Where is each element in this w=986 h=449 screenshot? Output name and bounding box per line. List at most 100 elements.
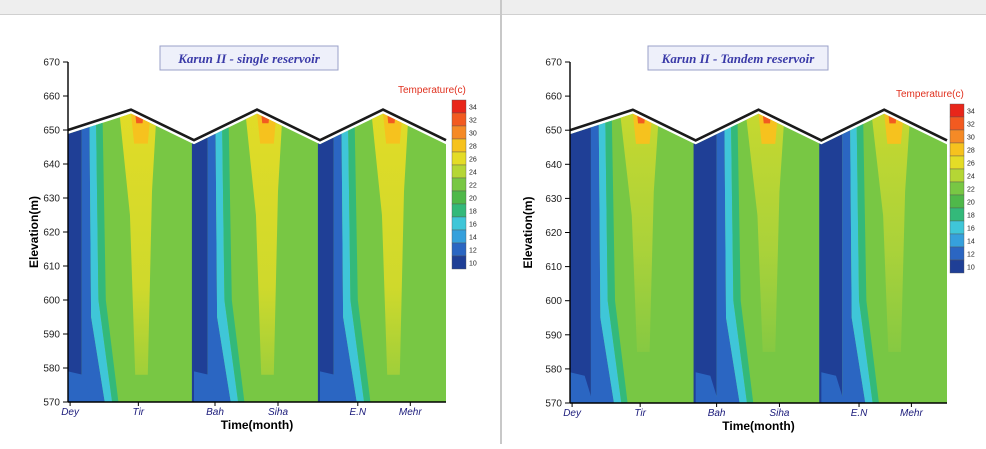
colorbar-label: 26 — [967, 161, 975, 168]
transition-band — [849, 113, 873, 403]
colorbar-swatch — [451, 125, 467, 140]
x-tick-label: E.N — [349, 407, 366, 418]
y-tick-label: 570 — [43, 398, 60, 409]
y-tick-label: 600 — [43, 296, 60, 307]
bottom-cold — [695, 372, 719, 403]
water-surface-line — [569, 108, 948, 142]
temperature-field — [570, 113, 947, 403]
y-tick-label: 660 — [43, 92, 60, 103]
surface-warm — [628, 113, 656, 144]
bottom-cold — [320, 371, 344, 402]
warm-plume — [618, 113, 661, 352]
cool-band — [716, 113, 740, 403]
colorbar-label: 22 — [967, 187, 975, 194]
y-tick-label: 640 — [545, 160, 562, 171]
surface-warm — [378, 113, 407, 144]
colorbar-label: 24 — [967, 174, 975, 181]
x-tick-label: Dey — [563, 408, 582, 419]
transition-band — [730, 113, 754, 403]
y-tick-label: 670 — [43, 58, 60, 69]
colorbar-swatch — [949, 259, 965, 274]
colorbar-label: 20 — [967, 200, 975, 207]
transition-band — [95, 113, 119, 402]
colorbar-label: 32 — [469, 118, 477, 125]
x-tick-label: Bah — [708, 408, 726, 419]
colorbar-swatch — [451, 216, 467, 231]
colorbar-swatch — [451, 203, 467, 218]
surface-warm — [126, 113, 155, 144]
transition-band — [855, 113, 879, 403]
bottom-cold — [68, 371, 92, 402]
x-tick-label: Mehr — [399, 407, 422, 418]
colorbar-swatch — [451, 151, 467, 166]
transition-band — [341, 113, 365, 402]
x-tick-label: Tir — [634, 408, 646, 419]
window-title-bar[interactable] — [502, 0, 986, 15]
bottom-cold — [570, 372, 594, 403]
chart-window-single: Karun II - single reservoir 570 580 590 600… — [0, 0, 502, 444]
colorbar-label: 32 — [967, 122, 975, 129]
x-tick-label: Dey — [61, 407, 80, 418]
cold-column — [317, 113, 334, 402]
colorbar-label: 16 — [967, 226, 975, 233]
x-tick-label: Bah — [206, 407, 224, 418]
y-tick-label: 610 — [545, 262, 562, 273]
x-tick-label: Mehr — [900, 408, 923, 419]
colorbar-label: 10 — [469, 261, 477, 268]
transition-band — [723, 113, 747, 403]
colorbar-label: 16 — [469, 222, 477, 229]
colorbar-label: 34 — [469, 105, 477, 112]
colorbar-title: Temperature(c) — [398, 85, 466, 96]
colorbar-swatch — [949, 207, 965, 222]
colorbar-label: 28 — [469, 144, 477, 151]
colorbar-swatch — [949, 129, 965, 144]
transition-band — [604, 113, 628, 403]
cold-column — [570, 113, 591, 403]
warm-plume — [116, 113, 159, 375]
y-tick-label: 580 — [545, 364, 562, 375]
cold-column — [68, 113, 82, 402]
colorbar-swatch — [451, 138, 467, 153]
colorbar-swatch — [949, 220, 965, 235]
colorbar-swatch — [451, 112, 467, 127]
warm-plume — [743, 113, 786, 352]
colorbar-label: 18 — [967, 213, 975, 220]
colorbar-swatch — [949, 142, 965, 157]
y-axis-label: Elevation(m) — [27, 196, 41, 268]
y-tick-label: 600 — [545, 296, 562, 307]
cool-band — [207, 113, 231, 402]
colorbar-swatch — [949, 233, 965, 248]
colorbar-swatch — [451, 190, 467, 205]
colorbar-label: 20 — [469, 196, 477, 203]
transition-band — [215, 113, 239, 402]
cool-band — [333, 113, 357, 402]
y-tick-label: 660 — [545, 92, 562, 103]
colorbar-title: Temperature(c) — [896, 89, 964, 100]
chart-tandem-reservoir: Karun II - Tandem reservoir 570 580 590 600… — [521, 45, 975, 433]
y-tick-label: 590 — [545, 330, 562, 341]
colorbar-swatch — [949, 246, 965, 261]
x-axis-label: Time(month) — [221, 418, 293, 432]
chart-window-tandem: Karun II - Tandem reservoir 570 580 590 600… — [502, 0, 986, 444]
surface-warm — [754, 113, 782, 144]
colorbar-label: 28 — [967, 148, 975, 155]
y-tick-label: 630 — [545, 194, 562, 205]
colorbar-label: 24 — [469, 170, 477, 177]
warm-plume — [242, 113, 285, 375]
bottom-cold — [194, 371, 218, 402]
colorbar-label: 34 — [967, 109, 975, 116]
window-title-bar[interactable] — [0, 0, 500, 15]
warm-plume — [869, 113, 912, 352]
x-tick-label: Siha — [769, 408, 789, 419]
colorbar-label: 12 — [967, 252, 975, 259]
y-tick-label: 570 — [545, 399, 562, 410]
y-tick-label: 580 — [43, 364, 60, 375]
x-tick-label: E.N — [851, 408, 868, 419]
y-axis-label: Elevation(m) — [521, 196, 535, 268]
colorbar-swatch — [949, 194, 965, 209]
x-tick-label: Siha — [268, 407, 288, 418]
warm-plume — [368, 113, 411, 375]
colorbar-swatch — [451, 99, 467, 114]
water-surface-line — [67, 108, 447, 142]
temperature-field — [68, 113, 446, 402]
